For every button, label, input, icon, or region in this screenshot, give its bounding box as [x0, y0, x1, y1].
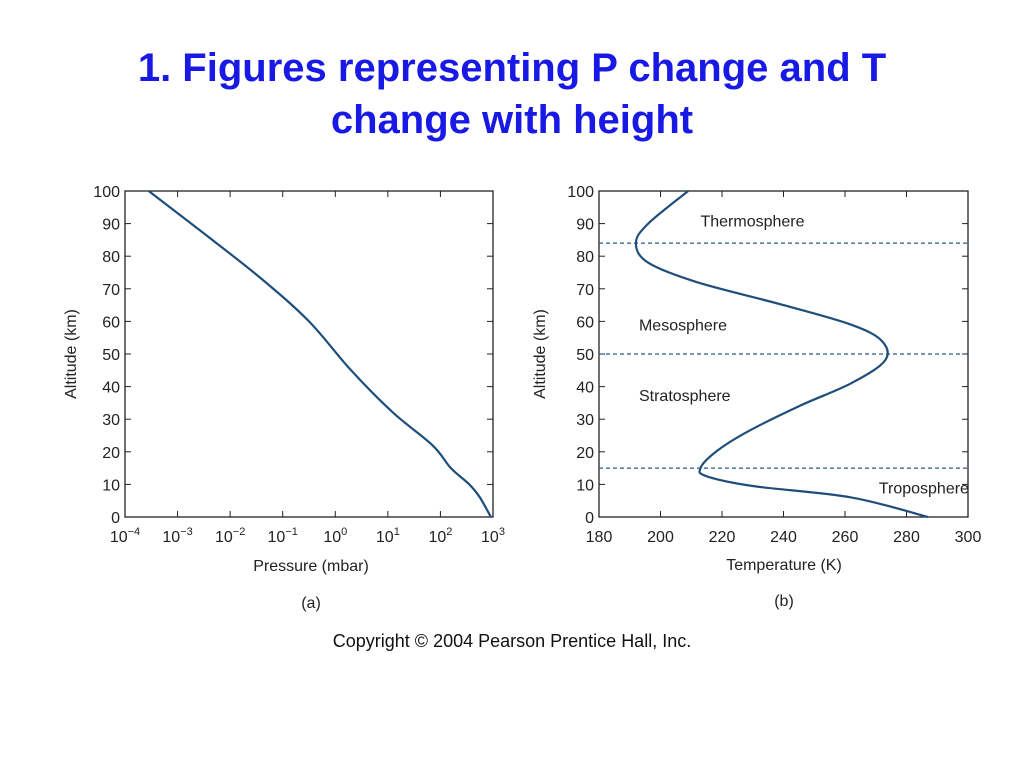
- pressure-ytick-label: 40: [102, 380, 120, 397]
- pressure-ytick-label: 80: [102, 249, 120, 266]
- xtick-exponent: 3: [499, 526, 505, 538]
- temperature-ytick-label: 10: [576, 477, 594, 494]
- layer-label-thermosphere: Thermosphere: [700, 213, 804, 230]
- layer-labels: Troposphere Stratosphere Mesosphere Thermos…: [639, 213, 969, 497]
- pressure-chart-xlabel: Pressure (mbar): [253, 558, 369, 575]
- temperature-chart: 0 10 20 30 40 50 60 70 80 90 100 180 200 220 240 260 280…: [532, 184, 981, 610]
- xtick-base: 10: [376, 529, 394, 546]
- xtick-exponent: 0: [341, 526, 347, 538]
- xtick-exponent: −1: [285, 526, 298, 538]
- xtick-base: 10: [428, 529, 446, 546]
- pressure-ytick-label: 60: [102, 314, 120, 331]
- pressure-xtick-label: 103: [481, 526, 505, 546]
- slide-title: 1. Figures representing P change and T c…: [40, 42, 984, 146]
- pressure-ytick-label: 30: [102, 412, 120, 429]
- temperature-ytick-label: 20: [576, 445, 594, 462]
- temperature-curve: [634, 190, 929, 519]
- temperature-chart-panel-label: (b): [774, 593, 794, 610]
- temperature-ytick-label: 60: [576, 314, 594, 331]
- temperature-ytick-label: 80: [576, 249, 594, 266]
- slide-title-line-2: change with height: [330, 98, 694, 142]
- pressure-ytick-label: 90: [102, 217, 120, 234]
- xtick-exponent: −2: [233, 526, 246, 538]
- pressure-ytick-label: 50: [102, 347, 120, 364]
- temperature-xtick-label: 200: [647, 529, 674, 546]
- temperature-xtick-label: 280: [893, 529, 920, 546]
- xtick-exponent: 2: [446, 526, 452, 538]
- pressure-xtick-label: 10−3: [162, 526, 192, 546]
- temperature-xtick-label: 220: [709, 529, 736, 546]
- temperature-chart-xlabel: Temperature (K): [726, 557, 842, 574]
- xtick-exponent: −4: [128, 526, 141, 538]
- pressure-xtick-label: 10−1: [268, 526, 298, 546]
- xtick-base: 10: [162, 529, 180, 546]
- xtick-exponent: −3: [180, 526, 193, 538]
- temperature-chart-ylabel: Altitude (km): [532, 309, 549, 399]
- pressure-ytick-label: 20: [102, 445, 120, 462]
- xtick-base: 10: [323, 529, 341, 546]
- pressure-ytick-label: 10: [102, 477, 120, 494]
- temperature-xtick-label: 300: [955, 529, 982, 546]
- pressure-ytick-label: 0: [111, 510, 120, 527]
- xtick-exponent: 1: [394, 526, 400, 538]
- temperature-chart-ticks: 0 10 20 30 40 50 60 70 80 90 100 180 200 220 240 260 280…: [567, 184, 981, 546]
- pressure-xtick-label: 100: [323, 526, 347, 546]
- temperature-xtick-label: 180: [586, 529, 613, 546]
- slide-title-line-1: 1. Figures representing P change and T: [137, 46, 887, 90]
- pressure-xtick-label: 102: [428, 526, 452, 546]
- temperature-ytick-label: 50: [576, 347, 594, 364]
- xtick-base: 10: [215, 529, 233, 546]
- copyright-footer: Copyright © 2004 Pearson Prentice Hall, …: [332, 631, 692, 651]
- temperature-ytick-label: 30: [576, 412, 594, 429]
- pressure-curve: [148, 190, 492, 518]
- layer-label-stratosphere: Stratosphere: [639, 388, 731, 405]
- pressure-chart-ylabel: Altitude (km): [63, 309, 80, 399]
- pressure-chart-panel-label: (a): [301, 595, 321, 612]
- pressure-xtick-label: 10−4: [110, 526, 140, 546]
- xtick-base: 10: [481, 529, 499, 546]
- pressure-xtick-label: 10−2: [215, 526, 245, 546]
- layer-boundaries: [599, 242, 968, 469]
- layer-label-mesosphere: Mesosphere: [639, 318, 727, 335]
- temperature-ytick-label: 70: [576, 282, 594, 299]
- temperature-xtick-label: 260: [832, 529, 859, 546]
- pressure-ytick-label: 100: [93, 184, 120, 201]
- temperature-ytick-label: 0: [585, 510, 594, 527]
- pressure-ytick-label: 70: [102, 282, 120, 299]
- pressure-xtick-label: 101: [376, 526, 400, 546]
- pressure-chart-frame: [124, 190, 494, 518]
- xtick-base: 10: [268, 529, 286, 546]
- temperature-ytick-label: 100: [567, 184, 594, 201]
- xtick-base: 10: [110, 529, 128, 546]
- temperature-ytick-label: 40: [576, 380, 594, 397]
- temperature-ytick-label: 90: [576, 217, 594, 234]
- layer-label-troposphere: Troposphere: [879, 481, 969, 498]
- temperature-xtick-label: 240: [770, 529, 797, 546]
